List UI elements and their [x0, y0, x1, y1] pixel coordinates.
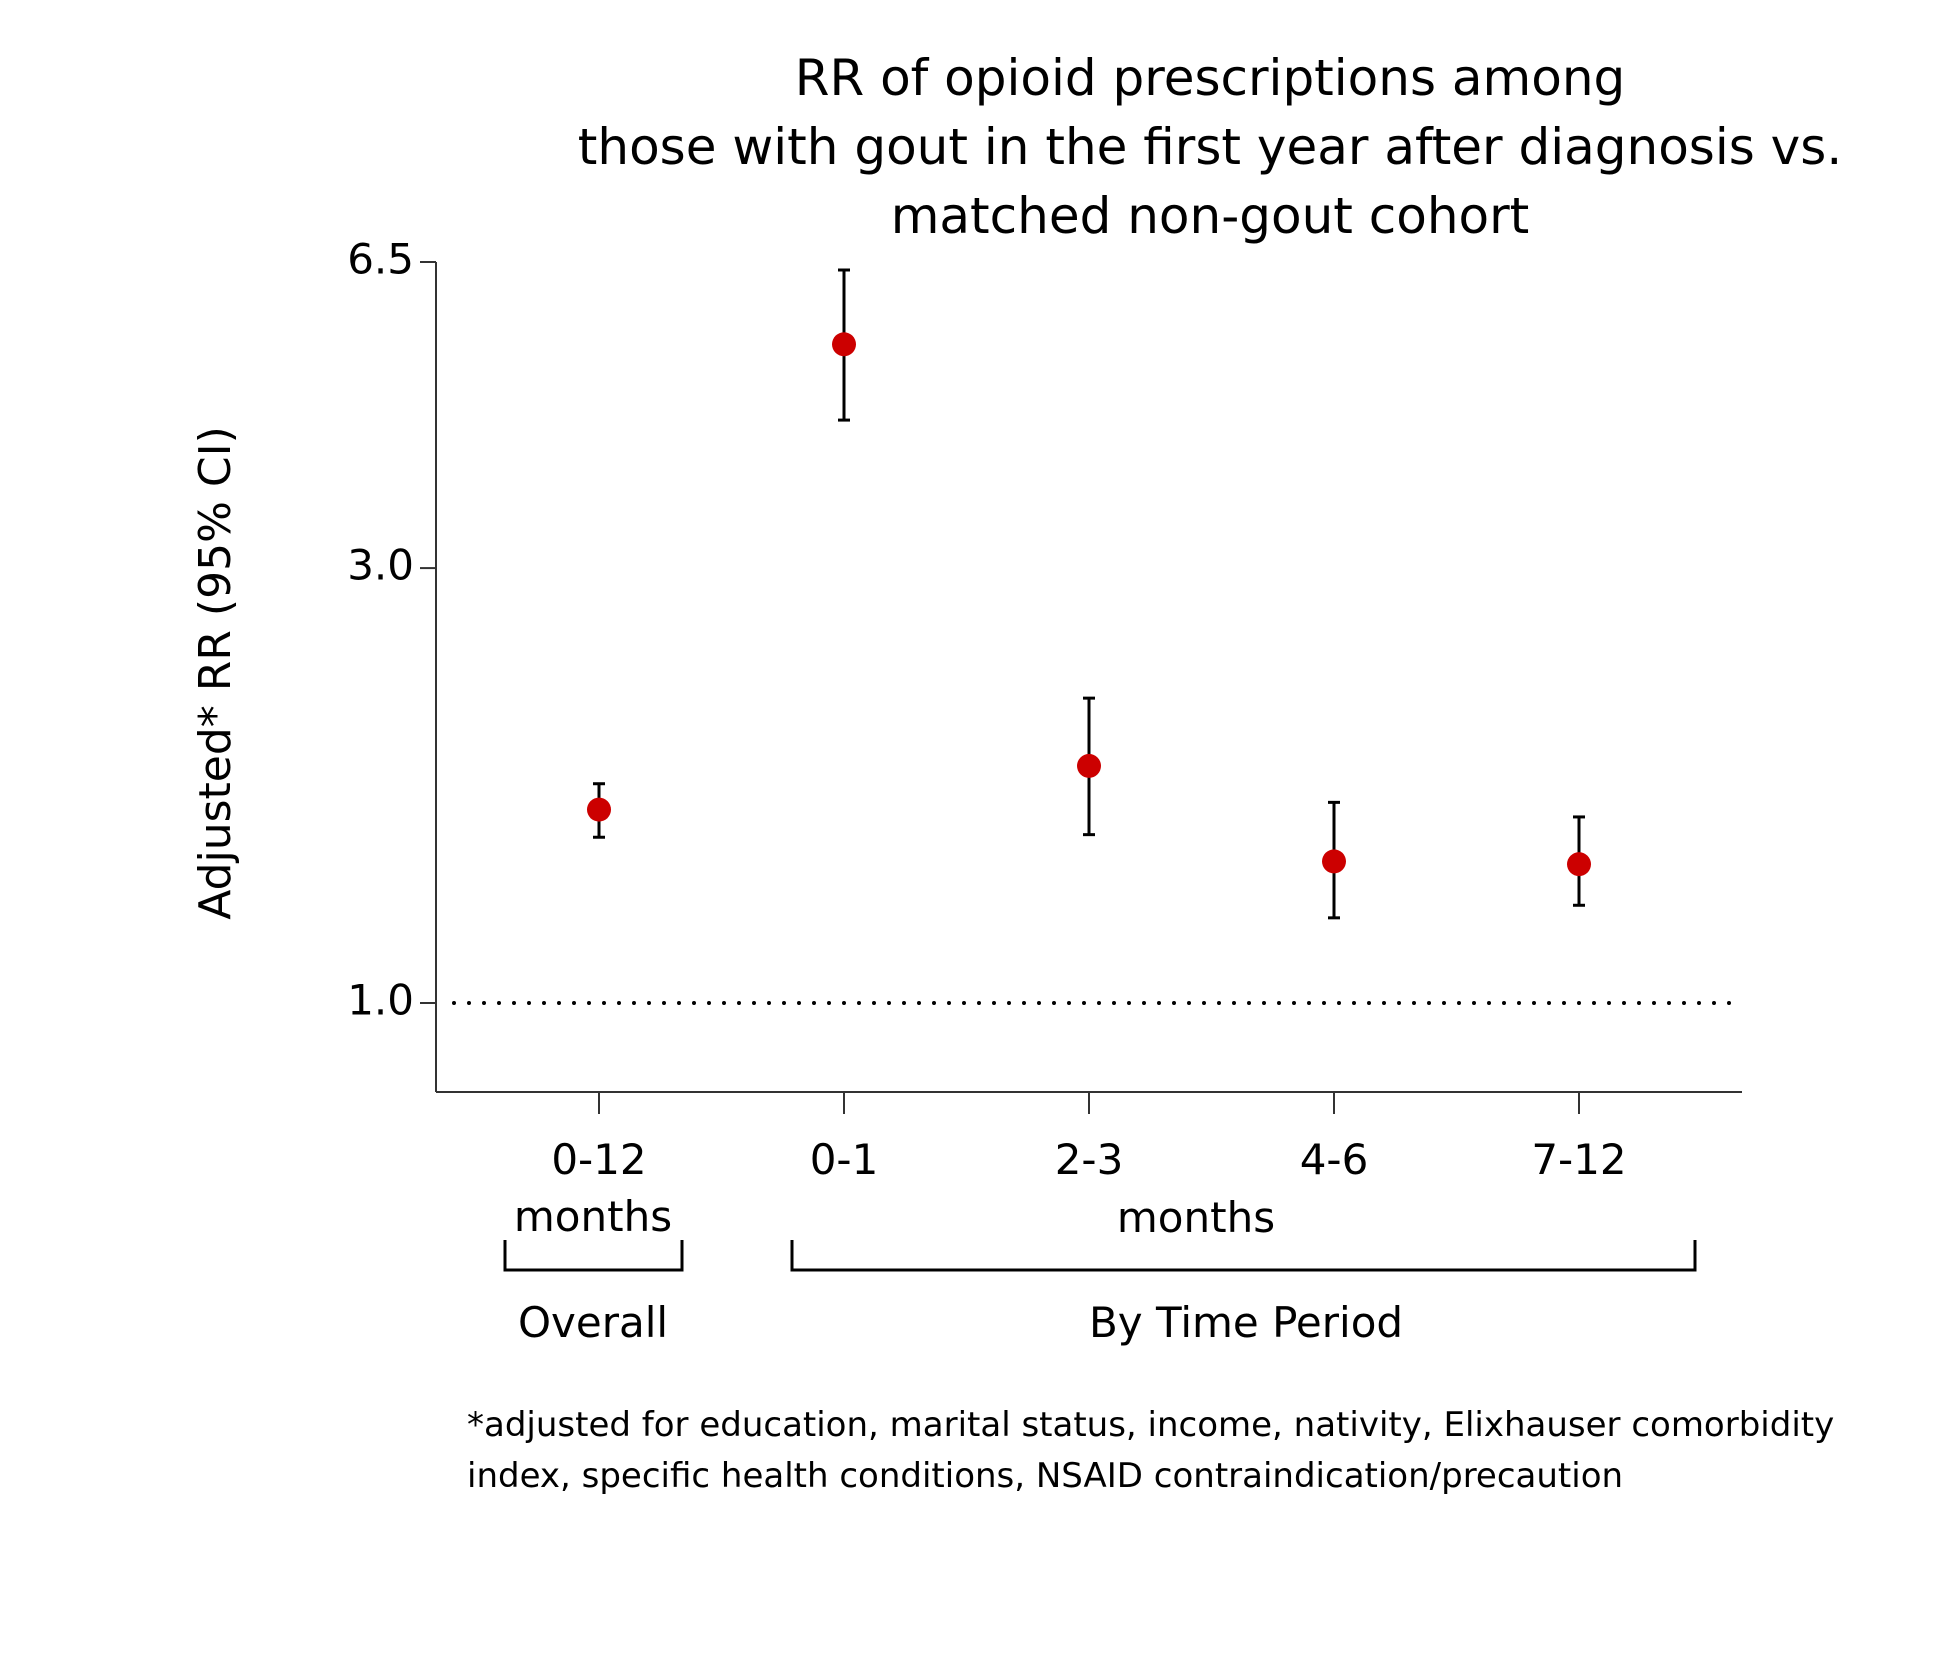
x-tick-label: 4-6 — [1300, 1135, 1369, 1184]
x-tick-label: 0-1 — [810, 1135, 879, 1184]
x-ticks: 0-12 0-1 2-3 4-6 7-12 — [551, 1092, 1627, 1184]
chart-title-line-1: RR of opioid prescriptions among — [795, 49, 1626, 107]
data-points — [587, 332, 1591, 877]
y-ticks: 6.5 3.0 1.0 — [347, 235, 436, 1025]
y-axis-label: Adjusted* RR (95% CI) — [190, 426, 241, 919]
footnote-line-2: index, specific health conditions, NSAID… — [467, 1456, 1623, 1496]
footnote: *adjusted for education, marital status,… — [467, 1405, 1834, 1496]
y-tick-label: 6.5 — [347, 235, 414, 284]
group-sublabel-by-time-period: months — [1117, 1193, 1275, 1242]
x-tick-label: 0-12 — [551, 1135, 646, 1184]
data-point — [587, 797, 611, 822]
chart-title: RR of opioid prescriptions among those w… — [578, 49, 1842, 245]
x-tick-label: 2-3 — [1055, 1135, 1124, 1184]
category-groups: months months Overall By Time Period — [503, 1192, 1697, 1347]
y-tick-label: 1.0 — [347, 976, 414, 1025]
group-sublabel-overall: months — [514, 1192, 672, 1241]
data-point — [1567, 852, 1591, 877]
error-bars — [593, 268, 1585, 920]
data-point — [832, 332, 856, 357]
data-point — [1077, 753, 1101, 778]
chart-title-line-3: matched non-gout cohort — [891, 187, 1530, 245]
data-point — [1322, 849, 1346, 874]
group-bracket-overall — [503, 1240, 684, 1272]
group-label-by-time-period: By Time Period — [1089, 1298, 1403, 1347]
chart-title-line-2: those with gout in the first year after … — [578, 118, 1842, 176]
group-bracket-by-time-period — [790, 1240, 1697, 1272]
footnote-line-1: *adjusted for education, marital status,… — [467, 1405, 1834, 1445]
x-tick-label: 7-12 — [1531, 1135, 1626, 1184]
y-tick-label: 3.0 — [347, 541, 414, 590]
group-label-overall: Overall — [518, 1298, 668, 1347]
